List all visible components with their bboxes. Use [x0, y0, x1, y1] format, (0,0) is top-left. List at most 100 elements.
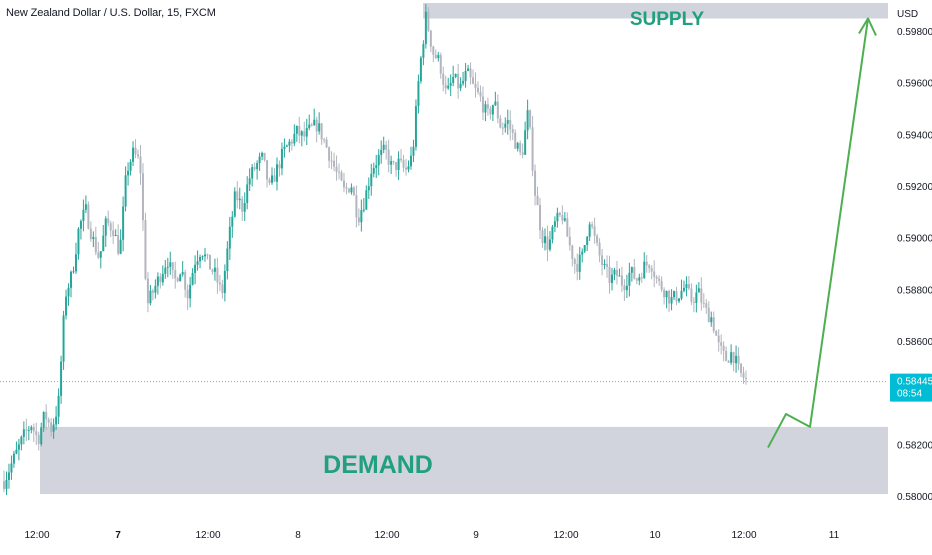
candle-body: [417, 81, 420, 107]
candle-body: [238, 198, 241, 201]
chart-title: New Zealand Dollar / U.S. Dollar, 15, FX…: [6, 7, 216, 19]
candle-body: [732, 352, 735, 364]
candle-body: [201, 256, 204, 258]
currency-label: USD: [897, 9, 918, 20]
candle-body: [144, 220, 147, 279]
candle-body: [325, 139, 328, 148]
candle-body: [12, 453, 15, 464]
candle-body: [690, 288, 693, 302]
candle-body: [414, 106, 417, 147]
candle-body: [3, 481, 5, 489]
candle-body: [30, 427, 33, 430]
candle-body: [275, 164, 278, 182]
candle-body: [191, 272, 194, 285]
candle-body: [382, 144, 385, 150]
candle-body: [695, 292, 698, 304]
candle-body: [285, 145, 288, 147]
candle-body: [588, 224, 591, 237]
candle-body: [469, 68, 472, 78]
candle-body: [243, 203, 246, 212]
candle-body: [117, 235, 120, 254]
candle-body: [236, 191, 239, 201]
candle-body: [7, 472, 10, 480]
y-tick-label: 0.59000: [897, 234, 932, 245]
candle-body: [151, 290, 154, 293]
candle-body: [618, 275, 621, 277]
candle-body: [65, 296, 68, 316]
candle-body: [258, 156, 261, 164]
candle-body: [524, 130, 527, 155]
candle-body: [365, 190, 368, 210]
candle-body: [166, 266, 169, 268]
candle-body: [526, 110, 529, 131]
candle-body: [578, 254, 581, 272]
demand-zone: [40, 426, 888, 495]
candle-body: [613, 269, 616, 275]
candle-body: [514, 132, 517, 149]
candle-body: [216, 267, 219, 283]
candle-body: [593, 226, 596, 236]
candle-body: [509, 120, 512, 130]
candle-body: [171, 262, 174, 271]
candle-body: [422, 44, 425, 58]
candle-body: [392, 161, 395, 163]
candle-body: [556, 212, 559, 222]
candle-body: [20, 436, 23, 445]
candle-body: [141, 173, 144, 221]
candle-body: [273, 175, 276, 182]
candle-body: [357, 217, 360, 223]
candle-body: [745, 377, 747, 379]
projection-arrow: [767, 18, 869, 449]
candle-body: [553, 221, 556, 227]
candle-body: [25, 429, 28, 431]
candle-body: [256, 163, 259, 170]
candle-body: [99, 251, 102, 258]
candle-body: [67, 287, 70, 297]
candle-body: [10, 463, 13, 473]
candle-body: [581, 251, 584, 255]
candle-body: [146, 278, 149, 304]
candle-body: [650, 268, 653, 272]
candle-body: [675, 291, 678, 302]
candle-body: [476, 87, 479, 93]
y-tick-label: 0.58600: [897, 337, 932, 348]
candle-body: [189, 284, 192, 299]
candle-body: [489, 108, 492, 115]
demand-zone-label: DEMAND: [323, 451, 433, 479]
candle-body: [449, 82, 452, 86]
x-tick-label: 10: [649, 530, 661, 541]
candle-body: [730, 352, 733, 363]
candle-body: [603, 264, 606, 266]
candle-body: [226, 248, 229, 271]
candle-body: [149, 290, 152, 304]
candle-body: [377, 154, 380, 166]
candle-body: [491, 105, 494, 115]
candle-body: [464, 70, 467, 81]
time-axis: 12:00 7 12:00 8 12:00 9 12:00 10 12:00 11: [24, 530, 839, 541]
candle-body: [355, 195, 358, 218]
candle-body: [409, 155, 412, 167]
candle-body: [367, 186, 370, 191]
candle-body: [40, 427, 43, 444]
candle-body: [310, 124, 313, 126]
candle-body: [610, 274, 613, 283]
y-tick-label: 0.59800: [897, 27, 932, 38]
candle-body: [114, 235, 117, 237]
candle-body: [620, 275, 623, 286]
candle-body: [452, 77, 455, 83]
candle-body: [194, 264, 197, 273]
candle-body: [434, 54, 437, 59]
candle-body: [104, 218, 107, 236]
candle-body: [548, 239, 551, 250]
candle-body: [330, 160, 333, 162]
candle-body: [722, 345, 725, 351]
supply-zone-label: SUPPLY: [630, 9, 705, 30]
candle-body: [630, 267, 633, 273]
candle-body: [251, 167, 254, 179]
candle-body: [534, 170, 537, 196]
candle-body: [608, 266, 611, 283]
candle-body: [17, 444, 20, 450]
candle-body: [442, 73, 445, 85]
candle-body: [462, 80, 465, 84]
candle-body: [395, 162, 398, 171]
